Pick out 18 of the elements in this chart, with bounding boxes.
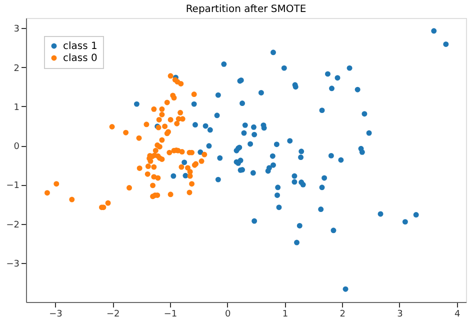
x-tick-label: 1 <box>282 310 288 320</box>
x-tick-label: −3 <box>49 310 62 320</box>
x-tick-label: −1 <box>164 310 178 320</box>
x-tick-label: 2 <box>340 310 346 320</box>
y-tick-label: 1 <box>14 102 20 113</box>
legend-label: class 1 <box>63 41 98 52</box>
y-tick-label: −1 <box>6 181 20 192</box>
x-tick-label: 0 <box>224 310 231 320</box>
x-tick-label: 3 <box>397 310 403 320</box>
chart-title: Repartition after SMOTE <box>186 4 306 15</box>
legend-label: class 0 <box>63 53 98 64</box>
x-tick-label: −2 <box>106 310 120 320</box>
y-tick-label: 3 <box>14 24 20 35</box>
y-tick-label: −2 <box>6 220 20 230</box>
y-tick-label: 2 <box>14 64 20 74</box>
x-tick-label: 4 <box>454 310 460 320</box>
y-tick-label: −3 <box>6 259 20 270</box>
y-tick-label: 0 <box>14 142 20 152</box>
